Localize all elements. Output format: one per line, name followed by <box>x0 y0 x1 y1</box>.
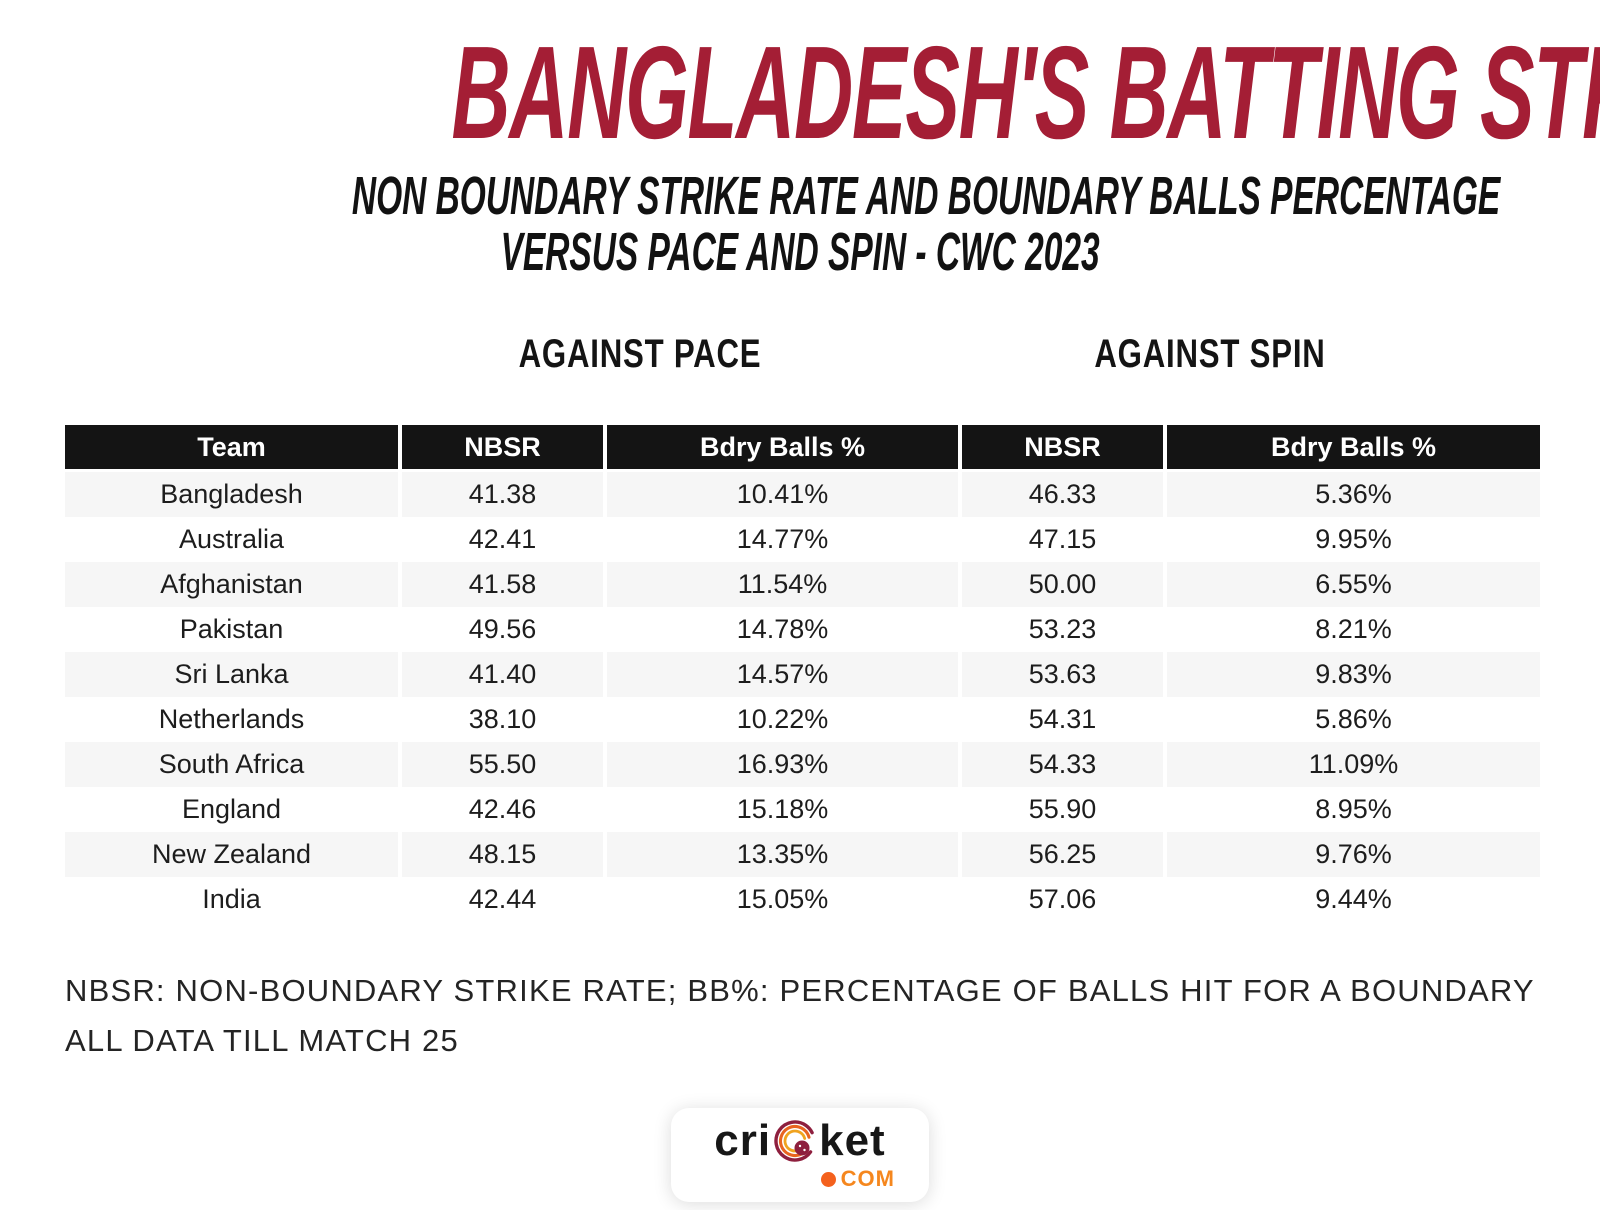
col-header-pace-nbsr: NBSR <box>398 425 605 472</box>
pace-nbsr-cell: 48.15 <box>398 832 605 877</box>
table-row-south-africa: South Africa 55.50 16.93% 54.33 11.09% <box>65 742 1540 787</box>
pace-nbsr-cell: 49.56 <box>398 607 605 652</box>
cricket-logo: cri ket COM <box>671 1108 929 1202</box>
page-title-text: BANGLADESH'S BATTING STRUGGLE <box>451 19 1600 166</box>
table-row-afghanistan: Afghanistan 41.58 11.54% 50.00 6.55% <box>65 562 1540 607</box>
col-header-spin-nbsr: NBSR <box>958 425 1165 472</box>
pace-bdry-cell: 14.57% <box>603 652 960 697</box>
spin-bdry-cell: 5.36% <box>1163 470 1540 517</box>
pace-nbsr-cell: 41.40 <box>398 652 605 697</box>
team-cell: Pakistan <box>65 607 400 652</box>
stats-table: Team NBSR Bdry Balls % NBSR Bdry Balls %… <box>65 425 1540 922</box>
pace-bdry-cell: 15.05% <box>603 877 960 922</box>
page-subtitle: NON BOUNDARY STRIKE RATE AND BOUNDARY BA… <box>0 168 1600 280</box>
stats-table-body: Bangladesh 41.38 10.41% 46.33 5.36% Aust… <box>65 470 1540 922</box>
spin-nbsr-cell: 50.00 <box>958 562 1165 607</box>
footnote-line-2: ALL DATA TILL MATCH 25 <box>65 1023 459 1058</box>
stats-table-header: Team NBSR Bdry Balls % NBSR Bdry Balls % <box>65 425 1540 472</box>
col-header-team: Team <box>65 425 400 472</box>
spin-bdry-cell: 9.44% <box>1163 877 1540 922</box>
spin-nbsr-cell: 56.25 <box>958 832 1165 877</box>
table-row-england: England 42.46 15.18% 55.90 8.95% <box>65 787 1540 832</box>
spin-bdry-cell: 11.09% <box>1163 742 1540 787</box>
page-title: BANGLADESH'S BATTING STRUGGLE <box>0 19 1600 166</box>
spin-bdry-cell: 6.55% <box>1163 562 1540 607</box>
spin-nbsr-cell: 47.15 <box>958 517 1165 562</box>
table-row-netherlands: Netherlands 38.10 10.22% 54.31 5.86% <box>65 697 1540 742</box>
pace-bdry-cell: 10.41% <box>603 470 960 517</box>
logo-domain: COM <box>671 1166 929 1192</box>
pace-bdry-cell: 14.78% <box>603 607 960 652</box>
logo-word-start: cri <box>714 1116 772 1165</box>
spin-bdry-cell: 5.86% <box>1163 697 1540 742</box>
pace-nbsr-cell: 42.41 <box>398 517 605 562</box>
table-row-new-zealand: New Zealand 48.15 13.35% 56.25 9.76% <box>65 832 1540 877</box>
spin-nbsr-cell: 54.33 <box>958 742 1165 787</box>
pace-bdry-cell: 10.22% <box>603 697 960 742</box>
team-cell: South Africa <box>65 742 400 787</box>
pace-bdry-cell: 11.54% <box>603 562 960 607</box>
team-cell: Australia <box>65 517 400 562</box>
col-header-pace-bdry: Bdry Balls % <box>603 425 960 472</box>
header-row: Team NBSR Bdry Balls % NBSR Bdry Balls % <box>65 425 1540 472</box>
subtitle-line-1: NON BOUNDARY STRIKE RATE AND BOUNDARY BA… <box>351 166 1501 226</box>
team-cell: Sri Lanka <box>65 652 400 697</box>
against-pace-label: AGAINST PACE <box>518 332 762 376</box>
team-cell: India <box>65 877 400 922</box>
table-row-bangladesh: Bangladesh 41.38 10.41% 46.33 5.36% <box>65 470 1540 517</box>
spin-bdry-cell: 8.95% <box>1163 787 1540 832</box>
spin-nbsr-cell: 53.63 <box>958 652 1165 697</box>
logo-domain-text: COM <box>840 1166 895 1191</box>
pace-bdry-cell: 16.93% <box>603 742 960 787</box>
team-cell: Netherlands <box>65 697 400 742</box>
team-cell: England <box>65 787 400 832</box>
cricket-ball-icon <box>772 1118 818 1164</box>
col-header-spin-bdry: Bdry Balls % <box>1163 425 1540 472</box>
footnote-line-1: NBSR: NON-BOUNDARY STRIKE RATE; BB%: PER… <box>65 973 1535 1008</box>
pace-bdry-cell: 15.18% <box>603 787 960 832</box>
spin-nbsr-cell: 55.90 <box>958 787 1165 832</box>
spin-nbsr-cell: 53.23 <box>958 607 1165 652</box>
table-row-australia: Australia 42.41 14.77% 47.15 9.95% <box>65 517 1540 562</box>
pace-nbsr-cell: 55.50 <box>398 742 605 787</box>
spin-nbsr-cell: 46.33 <box>958 470 1165 517</box>
pace-bdry-cell: 14.77% <box>603 517 960 562</box>
pace-nbsr-cell: 42.46 <box>398 787 605 832</box>
team-cell: Afghanistan <box>65 562 400 607</box>
footnote: NBSR: NON-BOUNDARY STRIKE RATE; BB%: PER… <box>65 966 1535 1066</box>
pace-nbsr-cell: 41.58 <box>398 562 605 607</box>
cricket-logo-word: cri ket <box>714 1118 885 1164</box>
spin-bdry-cell: 8.21% <box>1163 607 1540 652</box>
logo-word-end: ket <box>819 1116 886 1165</box>
com-dot-icon <box>820 1171 836 1187</box>
pace-nbsr-cell: 42.44 <box>398 877 605 922</box>
pace-bdry-cell: 13.35% <box>603 832 960 877</box>
pace-nbsr-cell: 41.38 <box>398 470 605 517</box>
table-row-sri-lanka: Sri Lanka 41.40 14.57% 53.63 9.83% <box>65 652 1540 697</box>
subtitle-line-2: VERSUS PACE AND SPIN - CWC 2023 <box>500 222 1100 282</box>
pace-nbsr-cell: 38.10 <box>398 697 605 742</box>
team-cell: New Zealand <box>65 832 400 877</box>
spin-bdry-cell: 9.76% <box>1163 832 1540 877</box>
table-row-pakistan: Pakistan 49.56 14.78% 53.23 8.21% <box>65 607 1540 652</box>
spin-nbsr-cell: 57.06 <box>958 877 1165 922</box>
spin-nbsr-cell: 54.31 <box>958 697 1165 742</box>
spin-bdry-cell: 9.83% <box>1163 652 1540 697</box>
team-cell: Bangladesh <box>65 470 400 517</box>
against-spin-label: AGAINST SPIN <box>1094 332 1326 376</box>
table-row-india: India 42.44 15.05% 57.06 9.44% <box>65 877 1540 922</box>
spin-bdry-cell: 9.95% <box>1163 517 1540 562</box>
